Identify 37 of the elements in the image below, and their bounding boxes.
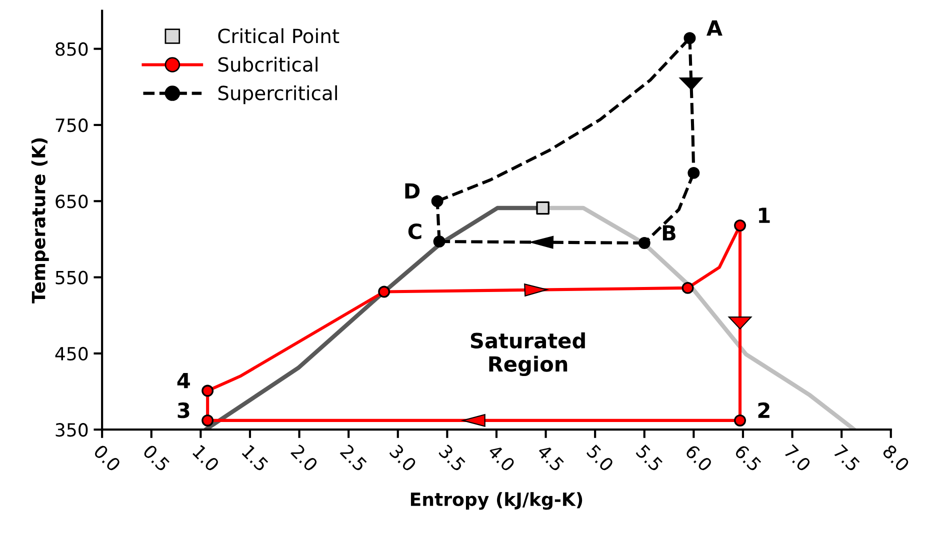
x-tick-label: 7.0 [783,444,812,472]
x-tick-label: 4.5 [536,444,565,472]
x-tick-label: 4.0 [487,444,516,472]
annotation: D [405,183,420,199]
x-tick-label: 1.0 [192,444,220,472]
y-tick-label: 750 [56,118,88,132]
y-tick-label: 450 [55,346,88,361]
x-tick-label: 0.5 [142,444,170,472]
legend-label: Critical Point [218,28,340,44]
x-tick-label: 1.5 [242,444,269,472]
x-tick-label: 2.5 [340,444,368,472]
annotation: C [408,223,422,240]
x-tick-label: 6.5 [734,444,762,472]
x-tick-label: 5.5 [635,444,664,472]
annotation: 3 [178,402,190,418]
x-axis-title: Entropy (kJ/kg-K) [410,492,582,510]
annotation: 4 [177,372,190,388]
y-tick-label: 550 [56,270,88,284]
y-tick-label: 850 [56,42,88,56]
x-tick-label: 5.0 [586,444,614,472]
x-tick-label: 7.5 [832,444,860,472]
annotation: 2 [758,402,770,418]
x-tick-label: 6.0 [684,444,713,472]
y-tick-label: 650 [56,194,88,208]
y-axis-title: Temperature (K) [31,138,49,304]
y-tick-label: 350 [56,423,88,437]
x-tick-label: 3.0 [388,444,418,472]
x-tick-label: 3.5 [438,444,466,472]
x-tick-label: 2.0 [290,444,319,472]
annotation: 1 [759,208,770,223]
legend-label: Subcritical [218,56,318,72]
x-tick-label: 0.0 [93,444,122,472]
annotation: Saturated Region [470,332,585,376]
legend-label: Supercritical [218,85,337,104]
x-tick-label: 8.0 [882,444,910,472]
annotation: A [706,20,722,36]
annotation: B [662,225,676,240]
